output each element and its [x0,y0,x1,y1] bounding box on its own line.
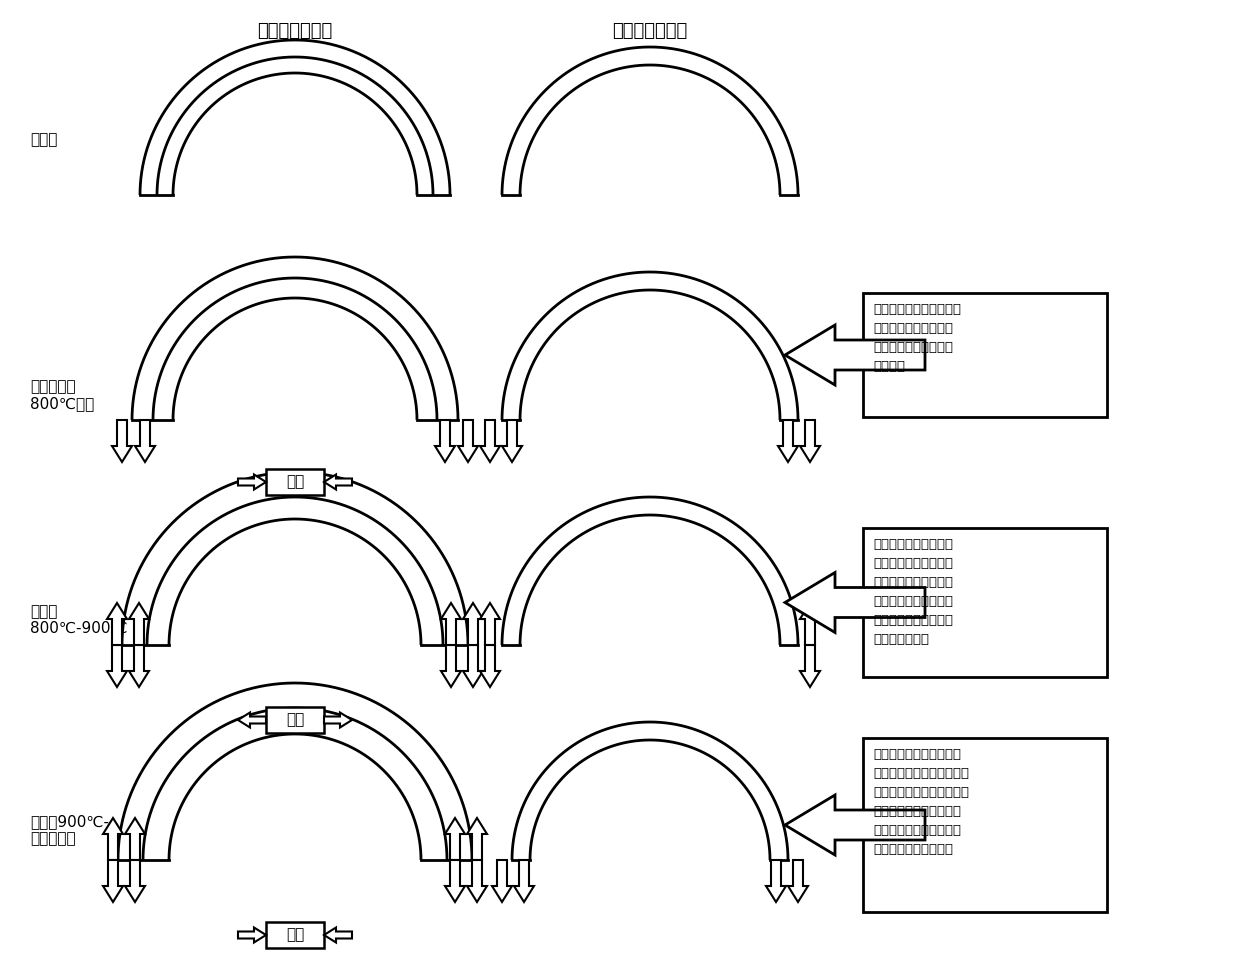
FancyArrow shape [125,818,145,860]
FancyArrow shape [125,860,145,902]
FancyArrow shape [112,420,133,462]
FancyBboxPatch shape [864,293,1106,417]
Text: 釉料受热，气孔率增大，
釉料膨胀，并压迫半圆
环坯体外侧，致使坯体
环变小。: 釉料受热，气孔率增大， 釉料膨胀，并压迫半圆 环坯体外侧，致使坯体 环变小。 [873,303,961,373]
FancyArrow shape [325,927,352,943]
FancyArrow shape [441,645,461,687]
Text: 无釉半圆环坯体: 无釉半圆环坯体 [612,22,688,40]
FancyArrow shape [766,860,786,902]
Text: 施釉半圆环坯体: 施釉半圆环坯体 [258,22,332,40]
FancyArrow shape [502,420,522,462]
Text: 变形: 变形 [286,927,304,943]
FancyArrow shape [492,860,512,902]
FancyArrow shape [103,860,123,902]
FancyArrow shape [238,474,266,490]
FancyBboxPatch shape [864,528,1106,677]
FancyArrow shape [325,474,352,490]
FancyArrow shape [325,713,352,727]
FancyArrow shape [435,420,455,462]
FancyArrow shape [463,645,483,687]
FancyArrow shape [441,603,461,645]
FancyBboxPatch shape [266,469,325,495]
Polygon shape [786,325,926,385]
Text: 变形: 变形 [286,713,304,727]
FancyArrow shape [445,860,465,902]
FancyArrow shape [238,713,266,727]
Text: 变形: 变形 [286,474,304,490]
FancyArrow shape [514,860,534,902]
FancyArrow shape [135,420,155,462]
FancyArrow shape [800,420,820,462]
FancyBboxPatch shape [864,738,1106,912]
FancyArrow shape [467,860,487,902]
FancyBboxPatch shape [266,707,325,733]
FancyArrow shape [238,927,266,943]
FancyArrow shape [479,603,501,645]
Text: 烧成至
800℃-900℃: 烧成至 800℃-900℃ [30,604,128,636]
Text: 烧成前: 烧成前 [30,132,57,148]
Polygon shape [786,573,926,632]
FancyBboxPatch shape [266,922,325,948]
Polygon shape [786,795,926,855]
FancyArrow shape [778,420,798,462]
FancyArrow shape [445,818,465,860]
Text: 半圆环坯体开始发生反应
并排出结构水、释放气体、
气孔率减少，坯体环收缩；
釉料开始熔融，其气孔率
增大而膨胀，并向坯体环
施压，坯体环两端收缩: 半圆环坯体开始发生反应 并排出结构水、释放气体、 气孔率减少，坯体环收缩； 釉料… [873,748,969,856]
FancyArrow shape [800,603,820,645]
FancyArrow shape [463,603,483,645]
FancyArrow shape [800,645,820,687]
FancyArrow shape [103,818,123,860]
FancyArrow shape [479,645,501,687]
Text: 烧成至900℃-
釉料熔融点: 烧成至900℃- 釉料熔融点 [30,813,109,846]
FancyArrow shape [467,818,487,860]
FancyArrow shape [479,420,501,462]
Text: 釉料释放出结构水并发
生氧化还原反应，气体
开始排出而收缩，并拉
伸半圆环坯体的外侧促
使坯体环变大；坯体此
阶段未发生反应: 釉料释放出结构水并发 生氧化还原反应，气体 开始排出而收缩，并拉 伸半圆环坯体的… [873,538,953,646]
FancyArrow shape [458,420,478,462]
FancyArrow shape [129,645,149,687]
FancyArrow shape [107,603,128,645]
FancyArrow shape [107,645,128,687]
Text: 烧成开始至
800℃左右: 烧成开始至 800℃左右 [30,378,94,411]
FancyArrow shape [129,603,149,645]
FancyArrow shape [788,860,808,902]
